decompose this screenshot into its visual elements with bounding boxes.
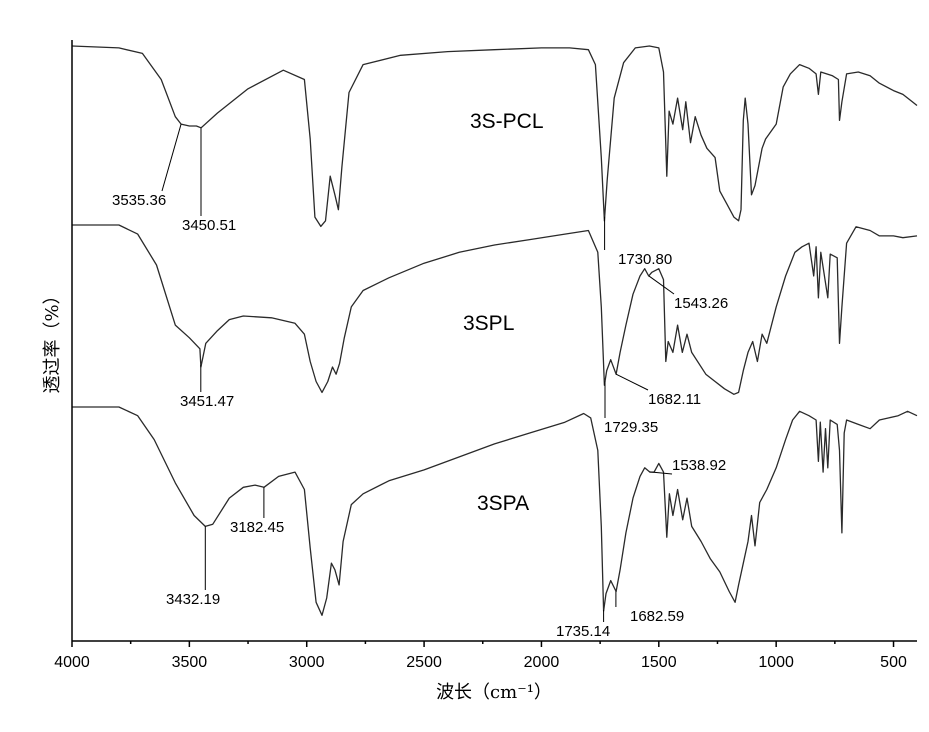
annotation-leader — [648, 275, 675, 295]
annotation-label: 1682.11 — [648, 391, 701, 408]
annotation-label: 1735.14 — [556, 623, 610, 640]
x-tick-label: 1000 — [758, 654, 794, 671]
x-tick-label: 3000 — [289, 654, 325, 671]
x-tick-label: 3500 — [172, 654, 208, 671]
annotation-label: 1729.35 — [604, 419, 658, 436]
x-ticks: 4000 3500 3000 2500 2000 1500 1000 500 — [54, 641, 907, 671]
annotation-leader — [615, 373, 649, 391]
series-label-3s-pcl: 3S-PCL — [470, 110, 544, 133]
annotation-label: 3451.47 — [180, 393, 234, 410]
annotation-leader — [649, 471, 673, 475]
x-tick-label: 2000 — [524, 654, 560, 671]
annotation-leader — [161, 123, 182, 192]
annotation-label: 3535.36 — [112, 192, 166, 209]
peak-annotations: 3535.36 3450.51 1730.80 3451.47 1543.26 1682.… — [112, 123, 728, 640]
x-tick-label: 4000 — [54, 654, 90, 671]
series-label-3spl: 3SPL — [463, 312, 514, 335]
annotation-label: 3450.51 — [182, 217, 236, 234]
series-line-3s-pcl — [71, 45, 918, 228]
x-tick-label: 1500 — [641, 654, 677, 671]
y-axis-title: 透过率（%） — [42, 286, 63, 393]
annotation-label: 1538.92 — [672, 457, 726, 474]
series-line-3spl — [72, 224, 918, 395]
x-tick-label: 500 — [880, 654, 907, 671]
series-labels: 3S-PCL 3SPL 3SPA — [463, 110, 544, 515]
annotation-label: 3182.45 — [230, 519, 284, 536]
annotation-label: 3432.19 — [166, 591, 220, 608]
annotation-label: 1730.80 — [618, 251, 672, 268]
x-tick-label: 2500 — [406, 654, 442, 671]
x-axis-title: 波长（cm⁻¹） — [436, 682, 552, 703]
series-label-3spa: 3SPA — [477, 492, 529, 515]
annotation-label: 1682.59 — [630, 608, 684, 625]
annotation-label: 1543.26 — [674, 295, 728, 312]
